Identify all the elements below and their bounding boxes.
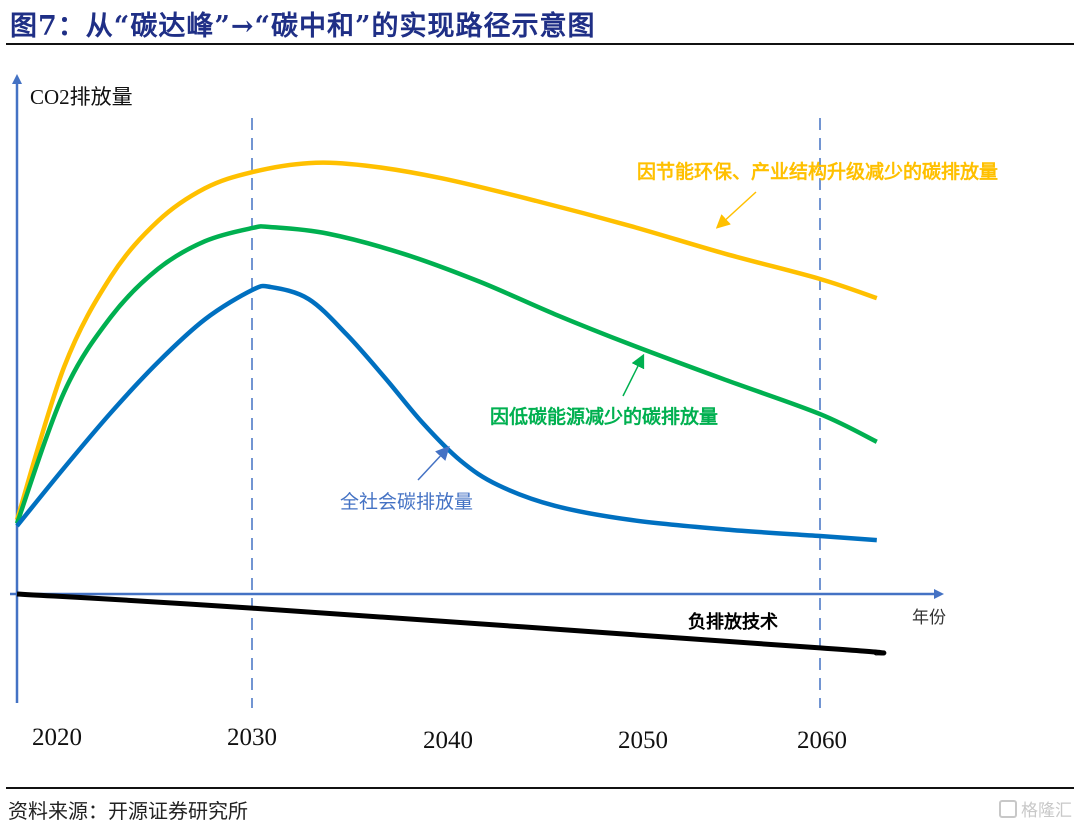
x-tick-label-2030: 2030 [227, 724, 277, 751]
annotation-arrow-green [622, 353, 645, 397]
annotation-green: 因低碳能源减少的碳排放量 [490, 405, 718, 428]
watermark-logo-icon [999, 799, 1017, 818]
figure-title: 图7：从“碳达峰”→“碳中和”的实现路径示意图 [10, 11, 596, 42]
axes [10, 74, 944, 703]
y-axis-label: CO2排放量 [30, 85, 133, 109]
title-rule [6, 43, 1074, 45]
watermark: 格隆汇 [999, 796, 1072, 821]
x-axis-label: 年份 [912, 608, 946, 628]
x-tick-label-2050: 2050 [618, 727, 668, 754]
source-note: 资料来源：开源证券研究所 [8, 799, 248, 823]
x-tick-label-2020: 2020 [32, 724, 82, 751]
annotation-black: 负排放技术 [688, 611, 778, 633]
series-negative-emissions [16, 591, 887, 656]
watermark-text: 格隆汇 [1021, 801, 1072, 821]
annotation-arrow-yellow [715, 191, 757, 229]
x-tick-label-2040: 2040 [423, 727, 473, 754]
source-rule [6, 787, 1074, 789]
x-tick-labels: 2020 2030 2040 2050 2060 [32, 724, 847, 754]
series-low-carbon-energy [14, 224, 878, 525]
x-tick-label-2060: 2060 [797, 727, 847, 754]
annotation-yellow: 因节能环保、产业结构升级减少的碳排放量 [637, 160, 998, 183]
annotation-arrow-blue [417, 445, 450, 481]
annotation-blue: 全社会碳排放量 [340, 491, 473, 513]
series-group [14, 160, 887, 656]
series-total-emissions [15, 283, 877, 543]
series-energy-saving [14, 160, 878, 521]
